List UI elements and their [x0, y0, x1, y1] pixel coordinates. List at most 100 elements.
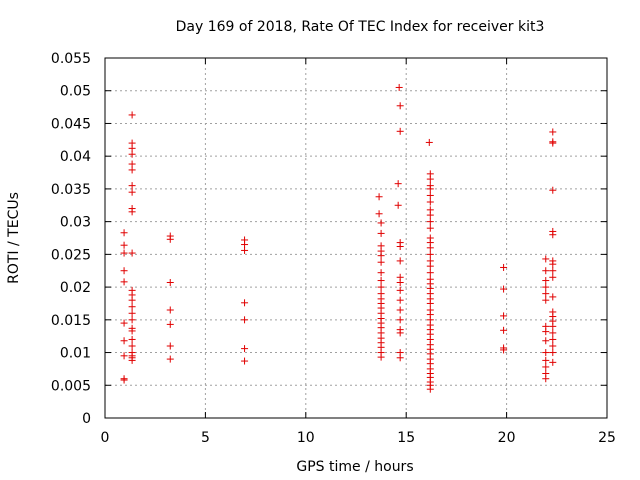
data-point [128, 166, 136, 174]
data-point [500, 312, 508, 320]
data-point [377, 353, 385, 361]
y-tick-label: 0.055 [51, 51, 91, 67]
data-point [542, 337, 550, 345]
axis-ticks: 0 5 10 15 20 25 0 0.005 0.01 0.015 0.02 0.025 0.03 0.… [51, 51, 616, 446]
data-point [542, 255, 550, 263]
data-point [542, 283, 550, 291]
data-point [426, 244, 434, 252]
data-point [549, 186, 557, 194]
data-point [128, 188, 136, 196]
data-point [549, 358, 557, 366]
data-point [500, 326, 508, 334]
data-point [396, 286, 404, 294]
data-point [396, 316, 404, 324]
data-point [549, 260, 557, 268]
y-tick-label: 0.045 [51, 116, 91, 132]
data-point [377, 252, 385, 260]
data-point [426, 299, 434, 307]
data-point [128, 111, 136, 119]
data-point [542, 277, 550, 285]
y-tick-label: 0.02 [60, 280, 91, 296]
y-tick-label: 0.025 [51, 247, 91, 263]
data-point [120, 229, 128, 237]
data-point [128, 309, 136, 317]
data-point [549, 329, 557, 337]
y-tick-label: 0.05 [60, 84, 91, 100]
data-point [241, 316, 249, 324]
data-point [542, 290, 550, 298]
data-point [166, 342, 174, 350]
data-point [549, 128, 557, 136]
data-point [375, 210, 383, 218]
data-point [500, 285, 508, 293]
data-point [542, 363, 550, 371]
data-point [426, 175, 434, 183]
data-point [377, 219, 385, 227]
data-point [500, 263, 508, 271]
data-point [375, 193, 383, 201]
data-point [241, 241, 249, 249]
y-tick-label: 0.035 [51, 182, 91, 198]
data-point [377, 283, 385, 291]
data-point [426, 250, 434, 258]
data-point [128, 182, 136, 190]
data-point [396, 279, 404, 287]
x-tick-label: 5 [201, 430, 210, 446]
data-point [241, 357, 249, 365]
data-point [128, 249, 136, 257]
data-point [426, 218, 434, 226]
data-point [542, 328, 550, 336]
data-point [542, 349, 550, 357]
data-point [166, 320, 174, 328]
data-point [241, 299, 249, 307]
data-point [549, 273, 557, 281]
data-point [542, 375, 550, 383]
y-tick-label: 0.01 [60, 346, 91, 362]
data-point [128, 150, 136, 158]
data-point [396, 127, 404, 135]
data-point [128, 208, 136, 216]
data-point [549, 349, 557, 357]
data-point [166, 355, 174, 363]
data-point [120, 337, 128, 345]
y-tick-label: 0.015 [51, 313, 91, 329]
data-point [396, 354, 404, 362]
data-point [396, 329, 404, 337]
data-point [241, 246, 249, 254]
data-point [549, 342, 557, 350]
data-point [377, 229, 385, 237]
grid-lines [105, 58, 607, 418]
data-point [120, 352, 128, 360]
y-tick-label: 0.005 [51, 378, 91, 394]
data-point [426, 224, 434, 232]
data-point [166, 235, 174, 243]
data-point [241, 345, 249, 353]
x-tick-label: 0 [101, 430, 110, 446]
data-point [542, 356, 550, 364]
data-point [128, 342, 136, 350]
data-point [120, 241, 128, 249]
data-point [128, 316, 136, 324]
chart-title: Day 169 of 2018, Rate Of TEC Index for r… [176, 19, 545, 35]
data-point [500, 346, 508, 354]
data-point [426, 269, 434, 277]
y-tick-label: 0.03 [60, 215, 91, 231]
data-point [166, 279, 174, 287]
data-point [396, 243, 404, 251]
data-point [377, 269, 385, 277]
data-point [128, 160, 136, 168]
data-point [394, 201, 402, 209]
data-point [120, 278, 128, 286]
x-tick-label: 20 [498, 430, 516, 446]
data-point [120, 249, 128, 257]
x-tick-label: 15 [397, 430, 415, 446]
data-point [426, 185, 434, 193]
y-tick-label: 0 [82, 411, 91, 427]
data-point [395, 83, 403, 91]
data-point [128, 356, 136, 364]
data-point [426, 198, 434, 206]
data-point [549, 322, 557, 330]
data-point [166, 306, 174, 314]
data-point [120, 267, 128, 275]
